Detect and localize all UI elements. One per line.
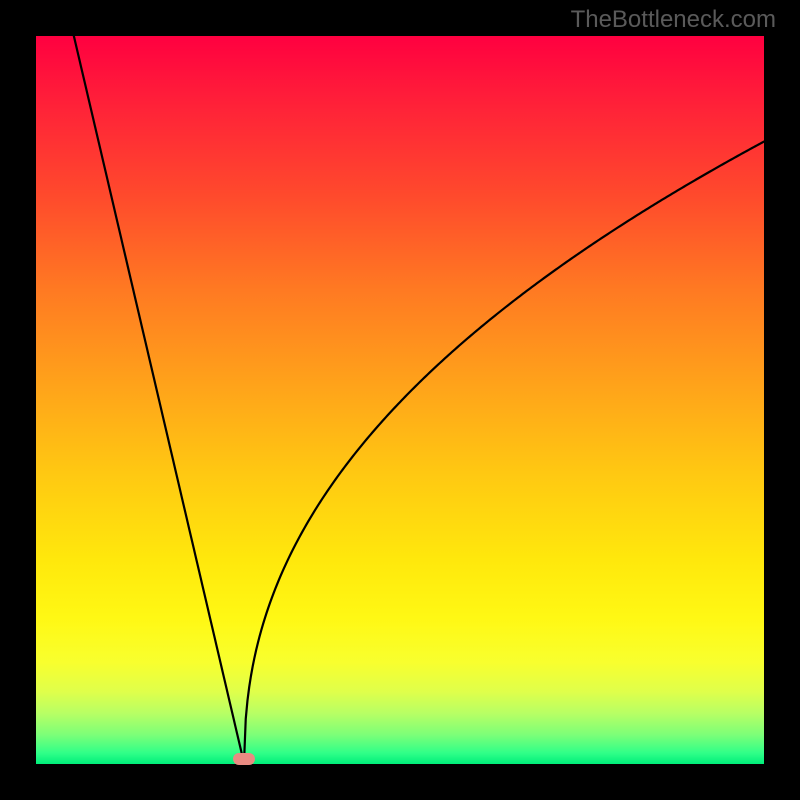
chart-root: TheBottleneck.com — [0, 0, 800, 800]
curve-layer — [36, 36, 764, 764]
minimum-marker — [233, 753, 255, 765]
plot-area — [36, 36, 764, 764]
bottleneck-curve — [36, 36, 764, 763]
watermark-text: TheBottleneck.com — [571, 6, 776, 34]
